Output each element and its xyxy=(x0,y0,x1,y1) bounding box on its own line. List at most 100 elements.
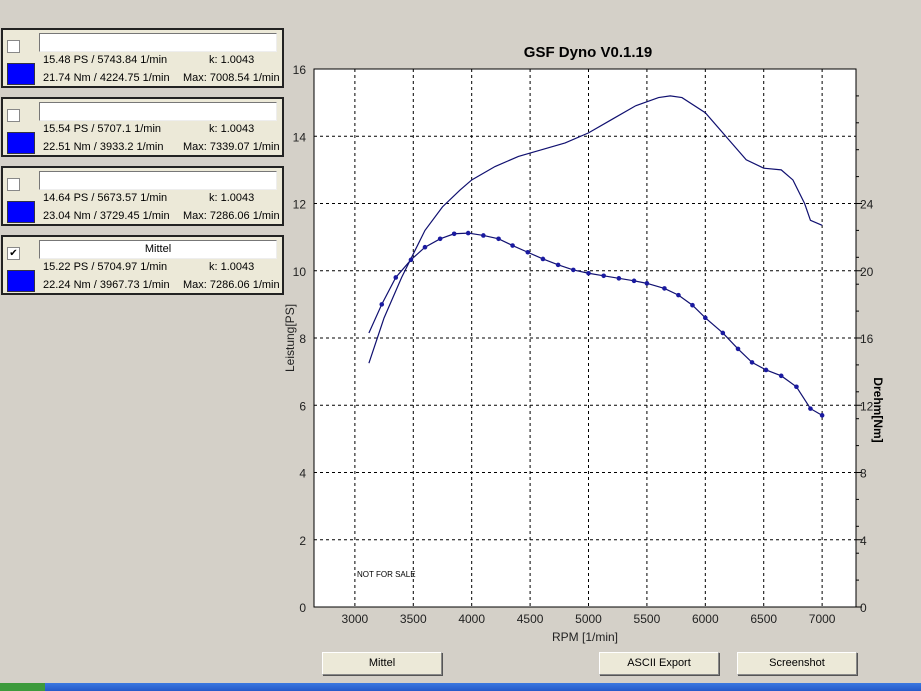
y2-tick-label: 4 xyxy=(860,534,867,548)
taskbar xyxy=(0,683,921,691)
torque-point xyxy=(749,360,755,365)
x-tick-label: 5000 xyxy=(575,612,602,626)
x-tick-label: 6000 xyxy=(692,612,719,626)
max-rpm: Max: 7286.06 1/min xyxy=(183,279,280,291)
max-rpm: Max: 7286.06 1/min xyxy=(183,210,280,222)
torque-point xyxy=(690,302,695,308)
torque-point xyxy=(525,249,531,255)
y-tick-label: 14 xyxy=(293,130,307,144)
run-panel: ✔ Mittel 15.22 PS / 5704.97 1/min k: 1.0… xyxy=(1,235,284,295)
start-button[interactable] xyxy=(0,683,45,691)
y-tick-label: 0 xyxy=(299,601,306,615)
peak-torque: 22.24 Nm / 3967.73 1/min xyxy=(43,279,170,291)
y2-tick-label: 12 xyxy=(860,399,874,413)
x-tick-label: 7000 xyxy=(809,612,836,626)
torque-point xyxy=(540,256,546,262)
run-checkbox[interactable] xyxy=(7,40,20,53)
torque-point xyxy=(631,278,637,284)
ascii-export-button[interactable]: ASCII Export xyxy=(599,652,719,675)
run-name-input[interactable] xyxy=(39,171,277,190)
run-name-input[interactable] xyxy=(39,102,277,121)
y2-axis-label: Drehm[Nm] xyxy=(871,377,885,442)
run-panel: 14.64 PS / 5673.57 1/min k: 1.0043 23.04… xyxy=(1,166,284,226)
torque-point xyxy=(496,236,501,242)
torque-point xyxy=(393,275,399,280)
torque-point xyxy=(510,243,515,248)
y-tick-label: 16 xyxy=(293,63,307,77)
max-rpm: Max: 7339.07 1/min xyxy=(183,141,280,153)
chart-title: GSF Dyno V0.1.19 xyxy=(524,44,652,61)
y2-tick-label: 20 xyxy=(860,265,874,279)
x-tick-label: 3500 xyxy=(400,612,427,626)
run-color-swatch[interactable] xyxy=(7,270,35,292)
x-tick-label: 4500 xyxy=(517,612,544,626)
peak-torque: 23.04 Nm / 3729.45 1/min xyxy=(43,210,170,222)
y-tick-label: 8 xyxy=(299,332,306,346)
watermark: NOT FOR SALE xyxy=(357,570,416,579)
torque-point xyxy=(720,330,726,336)
torque-point xyxy=(778,373,784,379)
k-factor: k: 1.0043 xyxy=(209,54,255,66)
run-panel: 15.48 PS / 5743.84 1/min k: 1.0043 21.74… xyxy=(1,28,284,88)
torque-point xyxy=(703,315,708,321)
peak-torque: 21.74 Nm / 4224.75 1/min xyxy=(43,72,170,84)
run-checkbox[interactable]: ✔ xyxy=(7,247,20,260)
torque-point xyxy=(422,244,428,250)
run-name-input[interactable] xyxy=(39,33,277,52)
y2-tick-label: 0 xyxy=(860,601,867,615)
torque-point xyxy=(571,267,576,273)
run-color-swatch[interactable] xyxy=(7,132,35,154)
y-tick-label: 4 xyxy=(299,467,306,481)
y-axis-label: Leistung[PS] xyxy=(283,304,297,372)
run-name-input[interactable]: Mittel xyxy=(39,240,277,259)
run-color-swatch[interactable] xyxy=(7,201,35,223)
torque-point xyxy=(616,276,622,281)
run-color-swatch[interactable] xyxy=(7,63,35,85)
torque-point xyxy=(437,236,443,242)
y-tick-label: 10 xyxy=(293,265,307,279)
screenshot-button[interactable]: Screenshot xyxy=(737,652,857,675)
y-tick-label: 6 xyxy=(299,399,306,413)
run-checkbox[interactable] xyxy=(7,178,20,191)
torque-point xyxy=(794,384,799,390)
series-line-drehmoment xyxy=(368,232,823,416)
series-line-leistung xyxy=(368,95,823,364)
torque-point xyxy=(379,302,385,307)
x-tick-label: 6500 xyxy=(750,612,777,626)
peak-torque: 22.51 Nm / 3933.2 1/min xyxy=(43,141,164,153)
torque-point xyxy=(763,367,769,373)
torque-point xyxy=(808,406,813,411)
y-tick-label: 2 xyxy=(299,534,306,548)
peak-power: 15.48 PS / 5743.84 1/min xyxy=(43,54,168,66)
max-rpm: Max: 7008.54 1/min xyxy=(183,72,280,84)
y2-tick-label: 8 xyxy=(860,467,867,481)
y2-tick-label: 24 xyxy=(860,198,874,212)
peak-power: 15.54 PS / 5707.1 1/min xyxy=(43,123,162,135)
x-tick-label: 3000 xyxy=(342,612,369,626)
torque-point xyxy=(408,257,414,263)
torque-point xyxy=(465,230,471,236)
torque-point xyxy=(644,281,650,286)
torque-point xyxy=(662,286,667,291)
torque-point xyxy=(555,262,561,268)
torque-point xyxy=(735,346,741,352)
k-factor: k: 1.0043 xyxy=(209,192,255,204)
torque-point xyxy=(451,231,457,237)
torque-point xyxy=(586,270,591,276)
x-tick-label: 5500 xyxy=(634,612,661,626)
torque-point xyxy=(481,233,486,238)
y-tick-label: 12 xyxy=(293,198,307,212)
torque-point xyxy=(676,292,681,298)
torque-point xyxy=(601,273,606,279)
k-factor: k: 1.0043 xyxy=(209,123,255,135)
x-tick-label: 4000 xyxy=(458,612,485,626)
run-checkbox[interactable] xyxy=(7,109,20,122)
plot-area xyxy=(313,68,857,608)
y2-tick-label: 16 xyxy=(860,332,874,346)
torque-point xyxy=(819,413,825,418)
peak-power: 15.22 PS / 5704.97 1/min xyxy=(43,261,168,273)
run-panel: 15.54 PS / 5707.1 1/min k: 1.0043 22.51 … xyxy=(1,97,284,157)
k-factor: k: 1.0043 xyxy=(209,261,255,273)
peak-power: 14.64 PS / 5673.57 1/min xyxy=(43,192,168,204)
mittel-button[interactable]: Mittel xyxy=(322,652,442,675)
